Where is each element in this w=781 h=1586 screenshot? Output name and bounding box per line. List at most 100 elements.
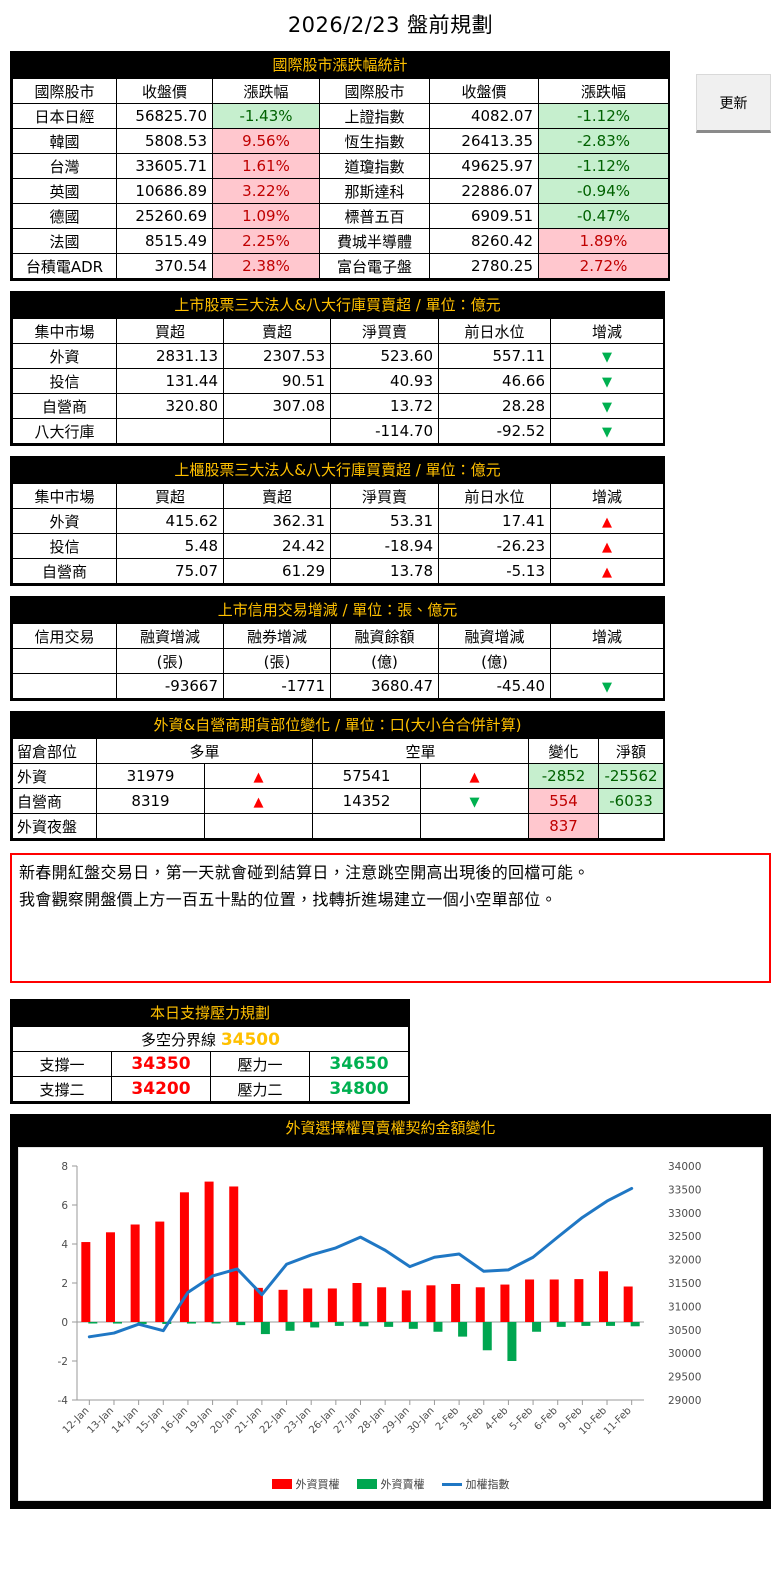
long-position: 31979: [96, 763, 205, 789]
net-amount: 53.31: [330, 508, 439, 534]
chart-bar: [236, 1322, 246, 1326]
table-row: 自營商 8319 ▲ 14352 ▼ 554 -6033: [12, 788, 665, 814]
divider-label: 多空分界線: [141, 1030, 221, 1049]
column-header: 集中市場: [12, 483, 117, 509]
column-header: 收盤價: [116, 78, 213, 104]
listed-institutions-table: 集中市場 買超 賣超 淨買賣 前日水位 增減 外資 2831.13 2307.53 523.60 5…: [12, 318, 664, 444]
margin-amount-change: -45.40: [438, 673, 551, 699]
change-percent: 9.56%: [212, 128, 320, 154]
close-price: 10686.89: [116, 178, 213, 204]
participant-name: 外資: [12, 508, 117, 534]
table-row: 德國 25260.69 1.09% 標普五百 6909.51 -0.47%: [12, 203, 669, 229]
previous-level: 17.41: [438, 508, 551, 534]
support-label: 支撐一: [12, 1051, 112, 1077]
buy-amount: 2831.13: [116, 343, 224, 369]
resistance-value: 34800: [309, 1076, 409, 1102]
sell-amount: 24.42: [223, 533, 331, 559]
x-tick-label: 30-Jan: [406, 1405, 437, 1436]
international-markets-title: 國際股市漲跌幅統計: [12, 53, 668, 78]
column-header: 空單: [312, 738, 530, 764]
chart-bar: [549, 1279, 559, 1322]
triangle-up-icon: ▲: [469, 770, 480, 785]
legend-swatch-bar: [356, 1479, 377, 1489]
legend-item: 外資賣權: [356, 1476, 425, 1492]
position-change: 837: [528, 813, 600, 839]
unit-row: (張) (張) (億) (億): [12, 648, 664, 674]
commentary-box[interactable]: 新春開紅盤交易日，第一天就會碰到結算日，注意跳空開高出現後的回檔可能。 我會觀察…: [10, 853, 771, 983]
buy-amount: 5.48: [116, 533, 224, 559]
chart-bar: [352, 1283, 362, 1322]
trend-cell: ▼: [550, 673, 664, 699]
change-percent: -2.83%: [538, 128, 669, 154]
triangle-down-icon: ▼: [469, 795, 480, 810]
row-label: [12, 673, 117, 699]
y2-tick-label: 32500: [668, 1231, 701, 1243]
y2-tick-label: 33000: [668, 1208, 701, 1220]
column-header: 賣超: [223, 318, 331, 344]
chart-bar: [525, 1279, 535, 1322]
market-name: 台灣: [12, 153, 117, 179]
chart-bar: [137, 1322, 147, 1324]
trend-cell: ▲: [550, 533, 664, 559]
x-tick-label: 28-Jan: [357, 1405, 388, 1436]
support-resistance-table: 多空分界線 34500 支撐一 34350 壓力一 34650 支撐二 34200 壓力二 34…: [12, 1026, 409, 1102]
chart-bar: [229, 1186, 239, 1322]
table-row: 自營商 75.07 61.29 13.78 -5.13 ▲: [12, 558, 664, 584]
trend-cell: ▼: [550, 343, 664, 369]
table-row: 台積電ADR 370.54 2.38% 富台電子盤 2780.25 2.72%: [12, 253, 669, 279]
chart-bar: [451, 1283, 461, 1322]
change-percent: 2.25%: [212, 228, 320, 254]
chart-bar: [574, 1279, 584, 1322]
close-price: 22886.07: [429, 178, 539, 204]
close-price: 56825.70: [116, 103, 213, 129]
triangle-down-icon: ▼: [602, 375, 612, 390]
legend-label: 外資買權: [295, 1478, 340, 1491]
triangle-down-icon: ▼: [602, 400, 612, 415]
market-name: 韓國: [12, 128, 117, 154]
change-percent: 2.72%: [538, 253, 669, 279]
column-header: 集中市場: [12, 318, 117, 344]
column-header: 增減: [550, 483, 664, 509]
chart-bar: [278, 1289, 288, 1322]
short-trend-cell: [420, 813, 530, 839]
table-row: 法國 8515.49 2.25% 費城半導體 8260.42 1.89%: [12, 228, 669, 254]
market-name: 標普五百: [319, 203, 430, 229]
close-price: 25260.69: [116, 203, 213, 229]
column-header: 增減: [550, 318, 664, 344]
chart-bar: [475, 1287, 485, 1322]
chart-bar: [408, 1322, 418, 1329]
market-name: 台積電ADR: [12, 253, 117, 279]
table-row: 支撐一 34350 壓力一 34650: [12, 1051, 409, 1077]
unit-label: (張): [116, 648, 224, 674]
table-header-row: 信用交易 融資增減 融券增減 融資餘額 融資增減 增減: [12, 623, 664, 649]
resistance-value: 34650: [309, 1051, 409, 1077]
chart-bar: [630, 1322, 640, 1327]
previous-level: 557.11: [438, 343, 551, 369]
futures-positions-table: 留倉部位 多單 空單 變化 淨額 外資 31979 ▲ 57541 ▲ -2852 -25562 自營商…: [12, 738, 665, 839]
net-position: -25562: [598, 763, 665, 789]
chart-bar: [179, 1192, 189, 1322]
participant-name: 投信: [12, 368, 117, 394]
participant-name: 自營商: [12, 558, 117, 584]
y2-tick-label: 29500: [668, 1372, 701, 1384]
chart-bar: [401, 1290, 411, 1322]
change-percent: -0.47%: [538, 203, 669, 229]
market-name: 法國: [12, 228, 117, 254]
support-value: 34350: [111, 1051, 211, 1077]
position-change: -2852: [528, 763, 600, 789]
trend-cell: ▲: [550, 508, 664, 534]
close-price: 2780.25: [429, 253, 539, 279]
support-value: 34200: [111, 1076, 211, 1102]
chart-bar: [581, 1322, 591, 1326]
x-tick-label: 6-Feb: [532, 1405, 559, 1432]
chart-bar: [334, 1322, 344, 1326]
unit-label: (億): [330, 648, 439, 674]
close-price: 4082.07: [429, 103, 539, 129]
table-row: 外資 31979 ▲ 57541 ▲ -2852 -25562: [12, 763, 665, 789]
column-header: 賣超: [223, 483, 331, 509]
chart-bar: [204, 1181, 214, 1322]
margin-balance: 3680.47: [330, 673, 439, 699]
update-button[interactable]: 更新: [696, 74, 771, 133]
change-percent: -1.12%: [538, 153, 669, 179]
listed-institutions-block: 上市股票三大法人&八大行庫買賣超 / 單位：億元 集中市場 買超 賣超 淨買賣 前日水位…: [10, 291, 665, 446]
